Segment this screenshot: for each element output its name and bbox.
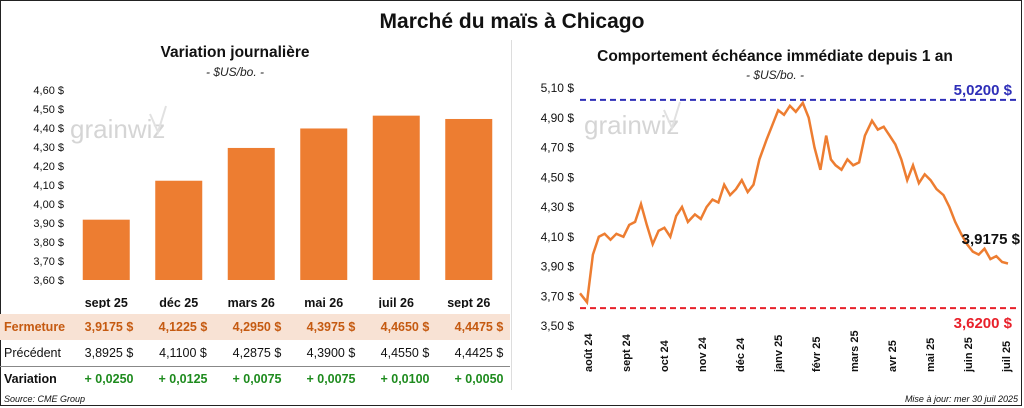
y-tick-label: 3,50 $ xyxy=(541,319,575,333)
x-month-label: août 24 xyxy=(583,333,595,372)
y-tick-label: 3,90 $ xyxy=(541,260,575,274)
y-tick-label: 4,70 $ xyxy=(541,141,575,155)
y-tick-label: 4,10 $ xyxy=(541,230,575,244)
left-watermark: grainwiz xyxy=(70,105,167,144)
page-title: Marché du maïs à Chicago xyxy=(379,10,645,33)
variation-label: Variation xyxy=(4,372,57,386)
left-watermark-text: grainwiz xyxy=(70,114,165,144)
fermeture-cell: 4,2950 $ xyxy=(232,320,282,334)
precedent-cell: 4,2875 $ xyxy=(232,346,282,360)
variation-cell: + 0,0075 xyxy=(232,372,282,386)
y-tick-label: 4,40 $ xyxy=(33,123,64,135)
fermeture-cell: 3,9175 $ xyxy=(84,320,134,334)
right-watermark-text: grainwiz xyxy=(584,110,679,140)
x-category-label: sept 26 xyxy=(447,296,490,308)
source-note: Source: CME Group xyxy=(4,394,86,404)
x-category-label: juil 26 xyxy=(378,296,414,308)
y-tick-label: 4,90 $ xyxy=(541,111,575,125)
y-tick-label: 3,80 $ xyxy=(33,237,64,249)
bar xyxy=(445,118,493,280)
last-price-label: 3,9175 $ xyxy=(962,231,1021,248)
variation-cell: + 0,0075 xyxy=(306,372,356,386)
precedent-cell: 4,1100 $ xyxy=(159,346,207,360)
fermeture-label: Fermeture xyxy=(4,320,66,334)
x-month-label: sept 24 xyxy=(621,333,633,372)
bar-chart: grainwiz 3,60 $ 3,70 $ 3,80 $ 3,90 $ 4,00 $ 4… xyxy=(33,85,493,308)
x-month-label: nov 24 xyxy=(697,336,709,372)
fermeture-cell: 4,3975 $ xyxy=(306,320,356,334)
variation-row: Variation + 0,0250 + 0,0125 + 0,0075 + 0… xyxy=(0,366,510,392)
precedent-label: Précédent xyxy=(4,346,61,360)
precedent-cell: 3,8925 $ xyxy=(84,346,134,360)
x-month-label: févr 25 xyxy=(811,337,823,372)
x-month-label: avr 25 xyxy=(887,340,899,372)
price-series-line xyxy=(579,100,1009,306)
update-note: Mise à jour: mer 30 juil 2025 xyxy=(904,394,1018,404)
y-tick-label: 3,70 $ xyxy=(541,289,575,303)
variation-cell: + 0,0125 xyxy=(158,372,208,386)
table-divider xyxy=(0,366,510,367)
bar xyxy=(227,147,275,280)
fermeture-cell: 4,1225 $ xyxy=(158,320,208,334)
left-chart-unit: - $US/bo. - xyxy=(205,65,265,79)
x-month-label: mars 25 xyxy=(849,330,861,372)
y-tick-label: 4,50 $ xyxy=(33,104,64,116)
line-chart: grainwiz 3,50 $ 3,70 $ 3,90 $ 4,10 $ 4,30 $ 4… xyxy=(541,81,1021,373)
precedent-cell: 4,3900 $ xyxy=(306,346,356,360)
bar xyxy=(300,128,348,280)
y-tick-label: 4,10 $ xyxy=(33,180,64,192)
x-month-label: mai 25 xyxy=(925,338,937,372)
x-category-label: mai 26 xyxy=(304,296,343,308)
precedent-row: Précédent 3,8925 $ 4,1100 $ 4,2875 $ 4,3… xyxy=(0,340,510,366)
fermeture-cell: 4,4475 $ xyxy=(454,320,504,334)
left-chart-title: Variation journalière xyxy=(160,44,310,61)
variation-cell: + 0,0100 xyxy=(380,372,430,386)
right-chart-unit: - $US/bo. - xyxy=(745,68,805,82)
y-tick-label: 4,30 $ xyxy=(33,142,64,154)
variation-cell: + 0,0250 xyxy=(84,372,134,386)
precedent-cell: 4,4425 $ xyxy=(454,346,504,360)
y-tick-label: 5,10 $ xyxy=(541,81,575,95)
fermeture-row: Fermeture 3,9175 $ 4,1225 $ 4,2950 $ 4,3… xyxy=(0,314,510,340)
high-label: 5,0200 $ xyxy=(954,82,1013,99)
y-tick-label: 4,50 $ xyxy=(541,170,575,184)
y-tick-label: 3,90 $ xyxy=(33,218,64,230)
y-tick-label: 4,20 $ xyxy=(33,161,64,173)
x-month-label: janv 25 xyxy=(773,335,785,373)
variation-cell: + 0,0050 xyxy=(454,372,504,386)
bar xyxy=(82,219,130,280)
y-tick-label: 4,60 $ xyxy=(33,85,64,97)
y-tick-label: 4,30 $ xyxy=(541,200,575,214)
panel-divider xyxy=(511,40,512,390)
bar xyxy=(155,180,203,280)
x-category-label: sept 25 xyxy=(85,296,128,308)
x-month-label: déc 24 xyxy=(735,337,747,372)
y-tick-label: 3,70 $ xyxy=(33,256,64,268)
x-month-label: juil 25 xyxy=(1001,341,1013,373)
right-watermark: grainwiz xyxy=(584,101,681,140)
bar xyxy=(372,115,420,281)
x-month-label: oct 24 xyxy=(659,339,671,372)
y-tick-label: 4,00 $ xyxy=(33,199,64,211)
precedent-cell: 4,4550 $ xyxy=(380,346,430,360)
x-category-label: déc 25 xyxy=(159,296,198,308)
right-chart-title: Comportement échéance immédiate depuis 1… xyxy=(597,48,953,65)
fermeture-cell: 4,4650 $ xyxy=(380,320,430,334)
x-month-label: juin 25 xyxy=(963,337,975,373)
low-label: 3,6200 $ xyxy=(954,315,1013,332)
x-category-label: mars 26 xyxy=(228,296,275,308)
y-tick-label: 3,60 $ xyxy=(33,275,64,287)
